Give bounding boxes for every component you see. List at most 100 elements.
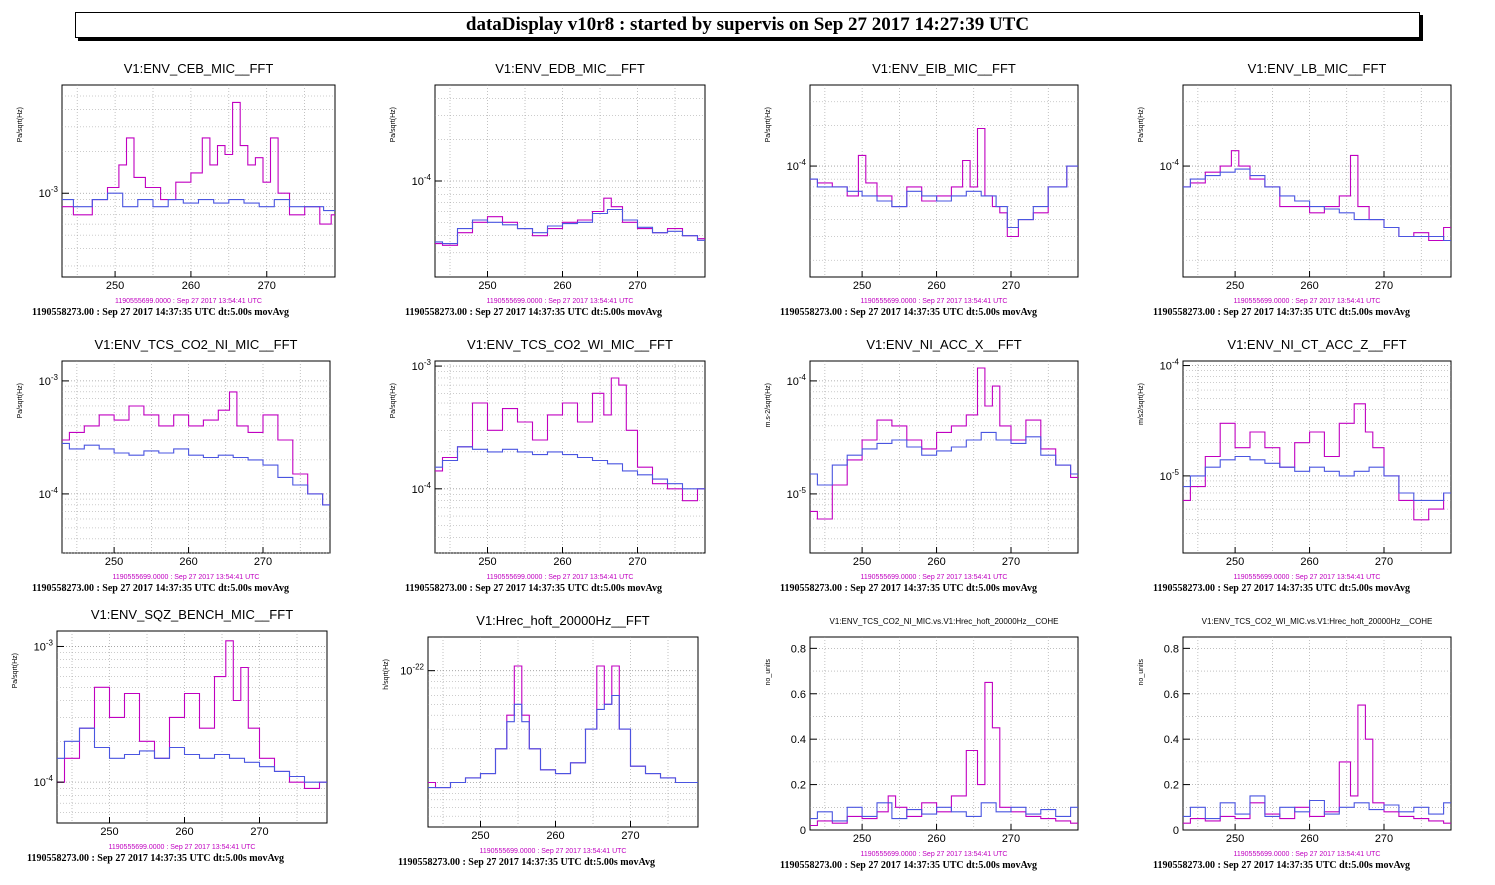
chart-title: V1:ENV_NI_CT_ACC_Z__FFT [1227, 337, 1406, 352]
series-line-reference [1183, 403, 1451, 521]
plot-frame [1182, 84, 1452, 278]
y-tick-label: 0.2 [1164, 780, 1179, 792]
plot-frame [1182, 360, 1452, 554]
time-stamp: 1190558273.00 : Sep 27 2017 14:37:35 UTC… [1153, 860, 1410, 871]
time-stamp: 1190558273.00 : Sep 27 2017 14:37:35 UTC… [1153, 307, 1410, 318]
x-tick-label: 260 [1300, 280, 1318, 292]
time-stamp: 1190558273.00 : Sep 27 2017 14:37:35 UTC… [398, 857, 655, 868]
x-tick-label: 270 [1375, 556, 1393, 568]
y-axis-label: Pa/sqrt(Hz) [17, 107, 24, 142]
y-axis-label: no_units [1138, 659, 1145, 686]
reference-stamp: 1190555699.0000 : Sep 27 2017 13:54:41 U… [861, 298, 1008, 305]
series-line-current [810, 165, 1078, 229]
chart-title: V1:ENV_EDB_MIC__FFT [495, 61, 645, 76]
series-line-reference [1183, 704, 1451, 824]
y-axis-label: Pa/sqrt(Hz) [390, 107, 397, 142]
plot-frame [434, 360, 706, 554]
x-tick-label: 260 [1300, 833, 1318, 845]
x-tick-label: 260 [553, 556, 571, 568]
chart-title: V1:ENV_EIB_MIC__FFT [872, 61, 1016, 76]
reference-stamp: 1190555699.0000 : Sep 27 2017 13:54:41 U… [861, 851, 1008, 858]
y-tick-label: 0.4 [791, 734, 806, 746]
x-tick-label: 260 [546, 830, 564, 842]
reference-stamp: 1190555699.0000 : Sep 27 2017 13:54:41 U… [113, 574, 260, 581]
y-tick-label: 10-5 [1160, 468, 1180, 483]
y-tick-label: 10-3 [412, 358, 432, 373]
x-tick-label: 250 [105, 556, 123, 568]
plot-frame [427, 636, 699, 828]
chart-title: V1:ENV_TCS_CO2_NI_MIC__FFT [94, 337, 297, 352]
x-tick-label: 260 [182, 280, 200, 292]
x-tick-label: 250 [853, 833, 871, 845]
reference-stamp: 1190555699.0000 : Sep 27 2017 13:54:41 U… [861, 574, 1008, 581]
x-tick-label: 260 [927, 556, 945, 568]
y-axis-label: Pa/sqrt(Hz) [390, 383, 397, 418]
y-axis-label: Pa/sqrt(Hz) [765, 107, 772, 142]
x-tick-label: 260 [553, 280, 571, 292]
x-tick-label: 270 [1002, 556, 1020, 568]
x-tick-label: 270 [621, 830, 639, 842]
series-line-current [435, 208, 705, 245]
chart-title: V1:ENV_TCS_CO2_WI_MIC.vs.V1:Hrec_hoft_20… [1202, 617, 1433, 626]
reference-stamp: 1190555699.0000 : Sep 27 2017 13:54:41 U… [1234, 298, 1381, 305]
reference-stamp: 1190555699.0000 : Sep 27 2017 13:54:41 U… [480, 848, 627, 855]
reference-stamp: 1190555699.0000 : Sep 27 2017 13:54:41 U… [115, 298, 262, 305]
y-tick-label: 10-4 [787, 373, 807, 388]
time-stamp: 1190558273.00 : Sep 27 2017 14:37:35 UTC… [32, 583, 289, 594]
plot-frame [61, 84, 336, 278]
time-stamp: 1190558273.00 : Sep 27 2017 14:37:35 UTC… [405, 583, 662, 594]
plot-frame [809, 360, 1079, 554]
y-tick-label: 0.8 [791, 643, 806, 655]
x-tick-label: 270 [258, 280, 276, 292]
y-axis-label: m.s-2/sqrt(Hz) [765, 383, 772, 427]
x-tick-label: 260 [175, 826, 193, 838]
x-tick-label: 270 [1375, 280, 1393, 292]
x-tick-label: 270 [1002, 280, 1020, 292]
y-tick-label: 10-4 [787, 158, 807, 173]
y-tick-label: 10-22 [400, 663, 424, 678]
y-axis-label: Pa/sqrt(Hz) [12, 653, 19, 688]
y-axis-label: Pa/sqrt(Hz) [1138, 107, 1145, 142]
x-tick-label: 250 [106, 280, 124, 292]
x-tick-label: 250 [471, 830, 489, 842]
y-axis-label: no_units [765, 659, 772, 686]
chart-title: V1:ENV_TCS_CO2_NI_MIC.vs.V1:Hrec_hoft_20… [830, 617, 1059, 626]
x-tick-label: 270 [1002, 833, 1020, 845]
series-line-reference [810, 127, 1078, 238]
chart-title: V1:ENV_NI_ACC_X__FFT [866, 337, 1021, 352]
y-tick-label: 10-4 [1160, 158, 1180, 173]
plot-frame [1182, 636, 1452, 831]
y-axis-label: m/s2/sqrt(Hz) [1138, 383, 1145, 425]
time-stamp: 1190558273.00 : Sep 27 2017 14:37:35 UTC… [32, 307, 289, 318]
y-tick-label: 10-3 [39, 373, 59, 388]
x-tick-label: 270 [250, 826, 268, 838]
plot-frame [56, 630, 328, 824]
y-tick-label: 0.4 [1164, 734, 1179, 746]
x-tick-label: 270 [254, 556, 272, 568]
x-tick-label: 250 [478, 280, 496, 292]
time-stamp: 1190558273.00 : Sep 27 2017 14:37:35 UTC… [780, 307, 1037, 318]
x-tick-label: 260 [927, 833, 945, 845]
plot-frame [809, 84, 1079, 278]
y-tick-label: 10-4 [412, 481, 432, 496]
series-line-current [1183, 168, 1451, 242]
x-tick-label: 250 [478, 556, 496, 568]
y-tick-label: 10-4 [412, 173, 432, 188]
x-tick-label: 250 [1226, 280, 1244, 292]
series-line-current [62, 442, 330, 506]
y-tick-label: 10-4 [1160, 358, 1180, 373]
x-tick-label: 260 [179, 556, 197, 568]
series-line-current [1183, 455, 1451, 501]
y-tick-label: 10-4 [39, 486, 59, 501]
time-stamp: 1190558273.00 : Sep 27 2017 14:37:35 UTC… [1153, 583, 1410, 594]
x-tick-label: 250 [1226, 556, 1244, 568]
series-line-current [57, 727, 327, 783]
y-tick-label: 0 [1173, 825, 1179, 837]
chart-title: V1:ENV_TCS_CO2_WI_MIC__FFT [467, 337, 673, 352]
reference-stamp: 1190555699.0000 : Sep 27 2017 13:54:41 U… [1234, 574, 1381, 581]
y-axis-label: Pa/sqrt(Hz) [17, 383, 24, 418]
y-tick-label: 10-3 [39, 185, 59, 200]
series-line-current [435, 446, 705, 490]
reference-stamp: 1190555699.0000 : Sep 27 2017 13:54:41 U… [487, 298, 634, 305]
